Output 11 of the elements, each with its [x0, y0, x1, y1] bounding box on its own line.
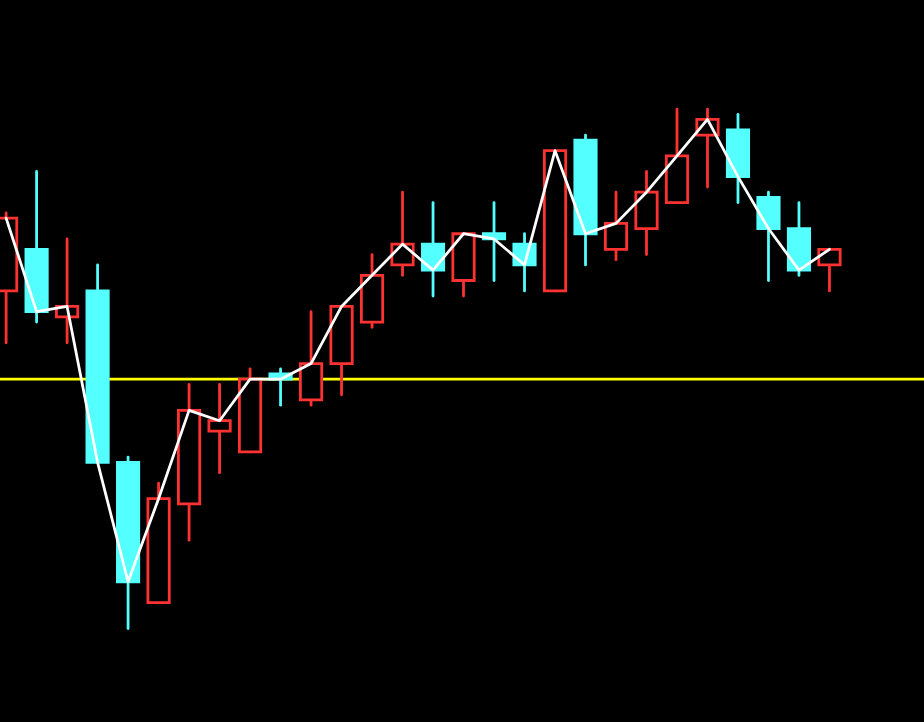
candlestick	[725, 112, 751, 204]
candlestick	[207, 382, 232, 475]
candlestick	[817, 247, 842, 293]
candlestick	[634, 170, 659, 256]
candlestick	[603, 190, 629, 262]
candlestick	[298, 310, 324, 407]
candlestick	[664, 107, 690, 204]
candlestick	[451, 232, 476, 298]
candlestick	[756, 190, 781, 282]
candlestick	[359, 253, 385, 329]
candlestick	[786, 201, 812, 277]
